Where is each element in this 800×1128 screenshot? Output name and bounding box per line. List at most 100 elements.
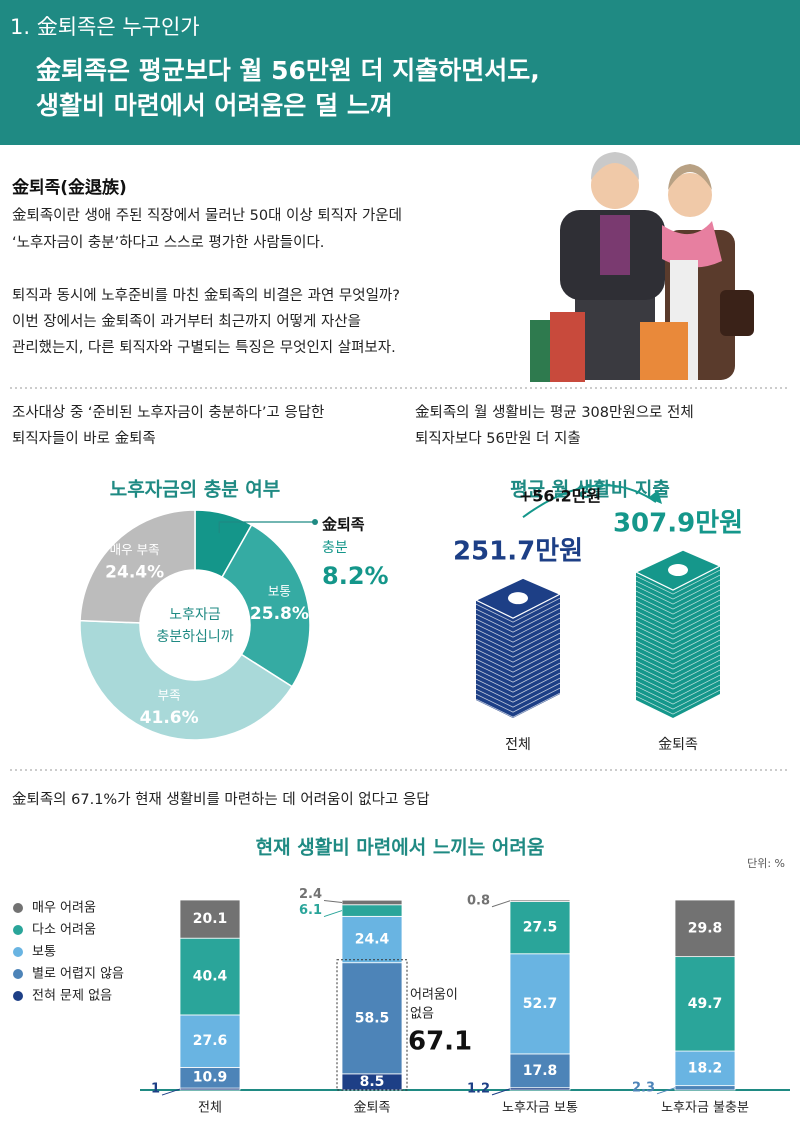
value-label: 49.7 [688,996,723,1012]
stack-stripe [635,579,721,605]
stack-stripe [635,649,721,675]
bar-segment [179,1014,241,1068]
caption: 金퇴족의 월 생활비는 평균 308만원으로 전체 [415,404,694,421]
value-label: 24.4% [105,562,164,582]
bar-segment [179,899,241,939]
value-label: 24.4 [355,932,390,948]
bar-segment [341,904,403,917]
value-label: 20.1 [193,911,228,927]
stack-emblem [668,564,688,577]
intro-line: ‘노후자금이 충분’하다고 스스로 평가한 사람들이다. [12,234,324,251]
value-label: 27.5 [523,920,558,936]
legend-swatch [13,969,23,979]
stack-emblem [508,592,528,605]
value-label: 1 [151,1082,160,1097]
annotation-label: 어려움이 [410,988,458,1003]
leader-line [491,900,511,908]
stack-stripe [635,619,721,645]
arrow-head [648,490,662,505]
bar-segment [674,899,736,958]
leader-line [656,1087,676,1095]
intro-line: 퇴직과 동시에 노후준비를 마친 金퇴족의 비결은 과연 무엇일까? [12,287,400,304]
chart-title: 현재 생활비 마련에서 느끼는 어려움 [256,837,545,859]
value-label: 18.2 [688,1060,723,1076]
annotation-value: 67.1 [408,1027,472,1057]
callout-line [218,521,315,534]
callout-dot [312,519,318,525]
category-label: 전체 [198,1101,222,1116]
value-label: 6.1 [299,903,322,918]
bar-segment [509,899,571,902]
segment-label: 보통 [268,583,291,598]
segment-label: 충분 [322,540,348,556]
stack-stripe [635,589,721,615]
bar-segment [341,899,403,906]
stack-stripe [635,689,721,715]
category-label: 金퇴족 [658,737,698,753]
stack-stripe [475,607,561,633]
value-label: 27.6 [193,1033,228,1049]
bar-segment [674,1050,736,1087]
category-label: 노후자금 불충분 [661,1101,749,1116]
legend-label: 별로 어렵지 않음 [32,967,124,982]
stack-stripe [635,624,721,650]
chart-title: 노후자금의 충분 여부 [110,479,281,501]
leader-line [323,910,343,918]
value-label: 2.4 [299,887,322,902]
stack-stripe [635,659,721,685]
stack-stripe [475,627,561,653]
stack-stripe [635,664,721,690]
bar-segment [179,937,241,1016]
stack-stripe [635,639,721,665]
legend-swatch [13,991,23,1001]
caption: 조사대상 중 ‘준비된 노후자금이 충분하다’고 응답한 [12,404,324,421]
category-label: 金퇴족 [354,1101,391,1116]
bar-segment [509,901,571,955]
value-label: 52.7 [523,996,558,1012]
segment-label: 매우 부족 [110,542,160,557]
leader-line [491,1088,511,1096]
stack-stripe [635,679,721,705]
caption: 金퇴족의 67.1%가 현재 생활비를 마련하는 데 어려움이 없다고 응답 [12,791,430,808]
legend-swatch [13,925,23,935]
stack-stripe [475,667,561,693]
unit-label: 단위: % [747,857,785,870]
stack-stripe [475,662,561,688]
intro-heading: 金퇴족(金退族) [12,177,127,198]
difference-label: +56.2만원 [519,487,601,506]
intro-line: 金퇴족이란 생애 주된 직장에서 물러난 50대 이상 퇴직자 가운데 [12,207,402,224]
stack-stripe [635,584,721,610]
value-label: 307.9만원 [613,509,743,539]
intro-line: 이번 장에서는 金퇴족이 과거부터 최근까지 어떻게 자산을 [12,313,361,330]
stack-stripe [635,604,721,630]
bar-segment [674,956,736,1052]
stack-stripe [635,629,721,655]
stack-stripe [475,597,561,623]
value-label: 1.2 [467,1081,490,1096]
stack-stripe [635,574,721,600]
stack-stripe [635,634,721,660]
legend-swatch [13,947,23,957]
value-label: 10.9 [193,1070,228,1086]
value-label: 251.7만원 [453,537,583,567]
section-title: 1. 金퇴족은 누구인가 [10,15,200,39]
legend-label: 다소 어려움 [32,923,96,938]
stack-stripe [475,687,561,713]
caption: 퇴직자들이 바로 金퇴족 [12,430,156,447]
stack-stripe [475,642,561,668]
headline: 金퇴족은 평균보다 월 56만원 더 지출하면서도, [36,56,540,85]
money-stack [636,566,720,718]
stack-stripe [475,632,561,658]
callout-label: 金퇴족 [322,516,365,534]
stack-stripe [635,569,721,595]
donut-segment [79,619,294,741]
stack-stripe [475,612,561,638]
stack-stripe [635,674,721,700]
chart-title: 평균 월 생활비 지출 [510,479,670,501]
value-label: 29.8 [688,920,723,936]
donut-segment [79,509,196,624]
stack-stripe [475,672,561,698]
stack-stripe [635,594,721,620]
stack-stripe [475,652,561,678]
value-label: 8.2% [322,562,389,590]
